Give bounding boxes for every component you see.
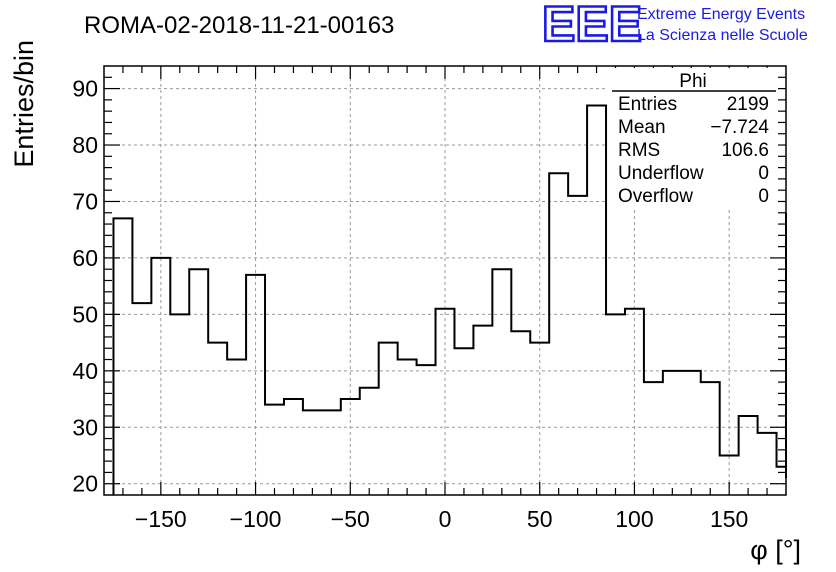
stats-row-value: 106.6 xyxy=(721,140,769,161)
stats-row-value: −7.724 xyxy=(710,117,769,138)
y-tick-label: 70 xyxy=(72,188,98,214)
logo-line-1: Extreme Energy Events xyxy=(637,6,805,23)
stats-row-label: Underflow xyxy=(618,163,704,184)
y-tick-label: 80 xyxy=(72,132,98,158)
x-tick-label: −150 xyxy=(135,506,187,532)
x-tick-label: −100 xyxy=(230,506,282,532)
stats-row-label: RMS xyxy=(618,140,660,161)
y-tick-label: 40 xyxy=(72,358,98,384)
axis-ticks xyxy=(104,66,786,495)
tick-labels: −150 −100 −50 0 50 100 150 20 30 40 50 60 70 80 90 xyxy=(72,76,748,532)
x-tick-label: 150 xyxy=(710,506,748,532)
logo-line-2: La Scienza nelle Scuole xyxy=(637,27,808,44)
eee-logo: EEE Extreme Energy Events La Scienza nel… xyxy=(541,0,808,53)
histogram-line xyxy=(112,104,787,495)
stats-row-value: 2199 xyxy=(727,94,769,115)
stats-row-value: 0 xyxy=(758,163,769,184)
x-tick-label: 50 xyxy=(527,506,553,532)
y-axis-title: Entries/bin xyxy=(9,40,39,168)
logo-mark: EEE xyxy=(542,0,642,52)
y-tick-label: 50 xyxy=(72,301,98,327)
stats-row-label: Overflow xyxy=(618,186,693,207)
stats-row-label: Mean xyxy=(618,117,666,138)
y-tick-label: 60 xyxy=(72,245,98,271)
x-tick-label: 0 xyxy=(439,506,452,532)
stats-box: Phi Entries 2199 Mean −7.724 RMS 106.6 Underfl… xyxy=(608,68,778,210)
x-axis-title: φ [°] xyxy=(750,535,801,565)
histogram-path xyxy=(112,104,787,495)
y-tick-label: 20 xyxy=(72,471,98,497)
x-tick-label: −50 xyxy=(331,506,370,532)
y-tick-label: 90 xyxy=(72,76,98,102)
x-tick-label: 100 xyxy=(615,506,653,532)
stats-box-title: Phi xyxy=(679,71,706,92)
chart-title: ROMA-02-2018-11-21-00163 xyxy=(84,12,394,39)
y-tick-label: 30 xyxy=(72,414,98,440)
stats-row-label: Entries xyxy=(618,94,677,115)
stats-row-value: 0 xyxy=(758,186,769,207)
